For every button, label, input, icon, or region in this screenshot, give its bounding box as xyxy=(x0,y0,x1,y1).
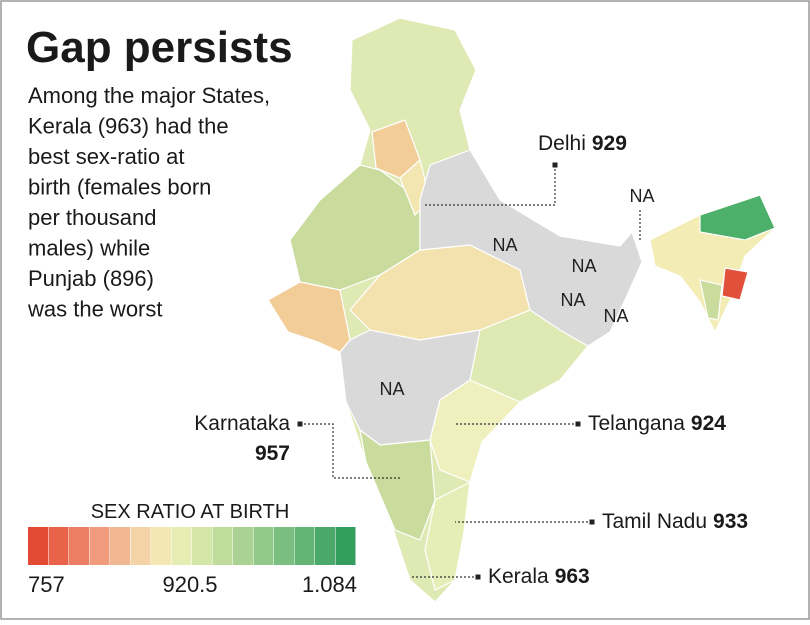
legend-swatch xyxy=(110,527,130,565)
legend-swatch xyxy=(315,527,335,565)
na-label: NA xyxy=(603,306,628,326)
callout-name: Delhi xyxy=(538,132,586,155)
legend-swatch xyxy=(233,527,253,565)
callout-value: 929 xyxy=(592,132,627,155)
region xyxy=(721,267,749,301)
title: Gap persists xyxy=(26,23,293,72)
leader-dot xyxy=(589,519,595,525)
legend-swatch xyxy=(335,527,356,565)
description-line: per thousand xyxy=(28,205,156,230)
na-label: NA xyxy=(629,186,654,206)
leader-dot xyxy=(297,421,303,427)
leader-dot xyxy=(552,162,558,168)
legend-swatch xyxy=(274,527,294,565)
callout-value: 924 xyxy=(691,412,726,435)
description-line: was the worst xyxy=(27,297,163,322)
na-label: NA xyxy=(379,379,404,399)
callout: Kerala 963 xyxy=(488,565,590,588)
legend-swatch xyxy=(151,527,171,565)
legend-swatch xyxy=(48,527,69,565)
na-label: NA xyxy=(571,256,596,276)
legend-swatch xyxy=(69,527,89,565)
na-label: NA xyxy=(492,235,517,255)
description-line: males) while xyxy=(28,236,150,261)
legend-label: 920.5 xyxy=(162,572,217,597)
legend-label: 757 xyxy=(28,572,65,597)
callout: Telangana 924 xyxy=(588,412,726,435)
callout-name: Karnataka xyxy=(194,412,290,435)
callout-name: Kerala xyxy=(488,565,549,588)
leader-line xyxy=(300,423,400,479)
legend-swatch xyxy=(171,527,192,565)
leader-dot xyxy=(575,421,581,427)
legend-swatch xyxy=(192,527,212,565)
description-line: Punjab (896) xyxy=(28,266,154,291)
description-line: birth (females born xyxy=(28,175,211,200)
region xyxy=(419,149,643,347)
description-line: best sex-ratio at xyxy=(28,144,185,169)
callout-value: 963 xyxy=(555,565,590,588)
leader-dot xyxy=(475,574,481,580)
legend-label: 1.084 xyxy=(302,572,357,597)
legend-swatch xyxy=(130,527,151,565)
legend-swatch xyxy=(89,527,110,565)
region xyxy=(359,428,436,541)
description-line: Among the major States, xyxy=(28,83,270,108)
callout-value: 957 xyxy=(255,442,290,465)
region xyxy=(699,194,776,241)
leader-line xyxy=(425,165,556,206)
region xyxy=(429,379,522,483)
callout-name: Tamil Nadu xyxy=(602,510,707,533)
description-line: Kerala (963) had the xyxy=(28,114,229,139)
legend-swatch xyxy=(294,527,315,565)
na-label: NA xyxy=(560,290,585,310)
callout-value: 933 xyxy=(713,510,748,533)
legend-title: SEX RATIO AT BIRTH xyxy=(91,501,290,523)
region xyxy=(699,279,723,321)
callout-name: Telangana xyxy=(588,412,685,435)
callout: Tamil Nadu 933 xyxy=(602,510,748,533)
legend-swatch xyxy=(253,527,274,565)
legend-swatch xyxy=(28,527,48,565)
region xyxy=(424,480,471,591)
legend-swatch xyxy=(212,527,233,565)
callout: Delhi 929 xyxy=(538,132,627,155)
